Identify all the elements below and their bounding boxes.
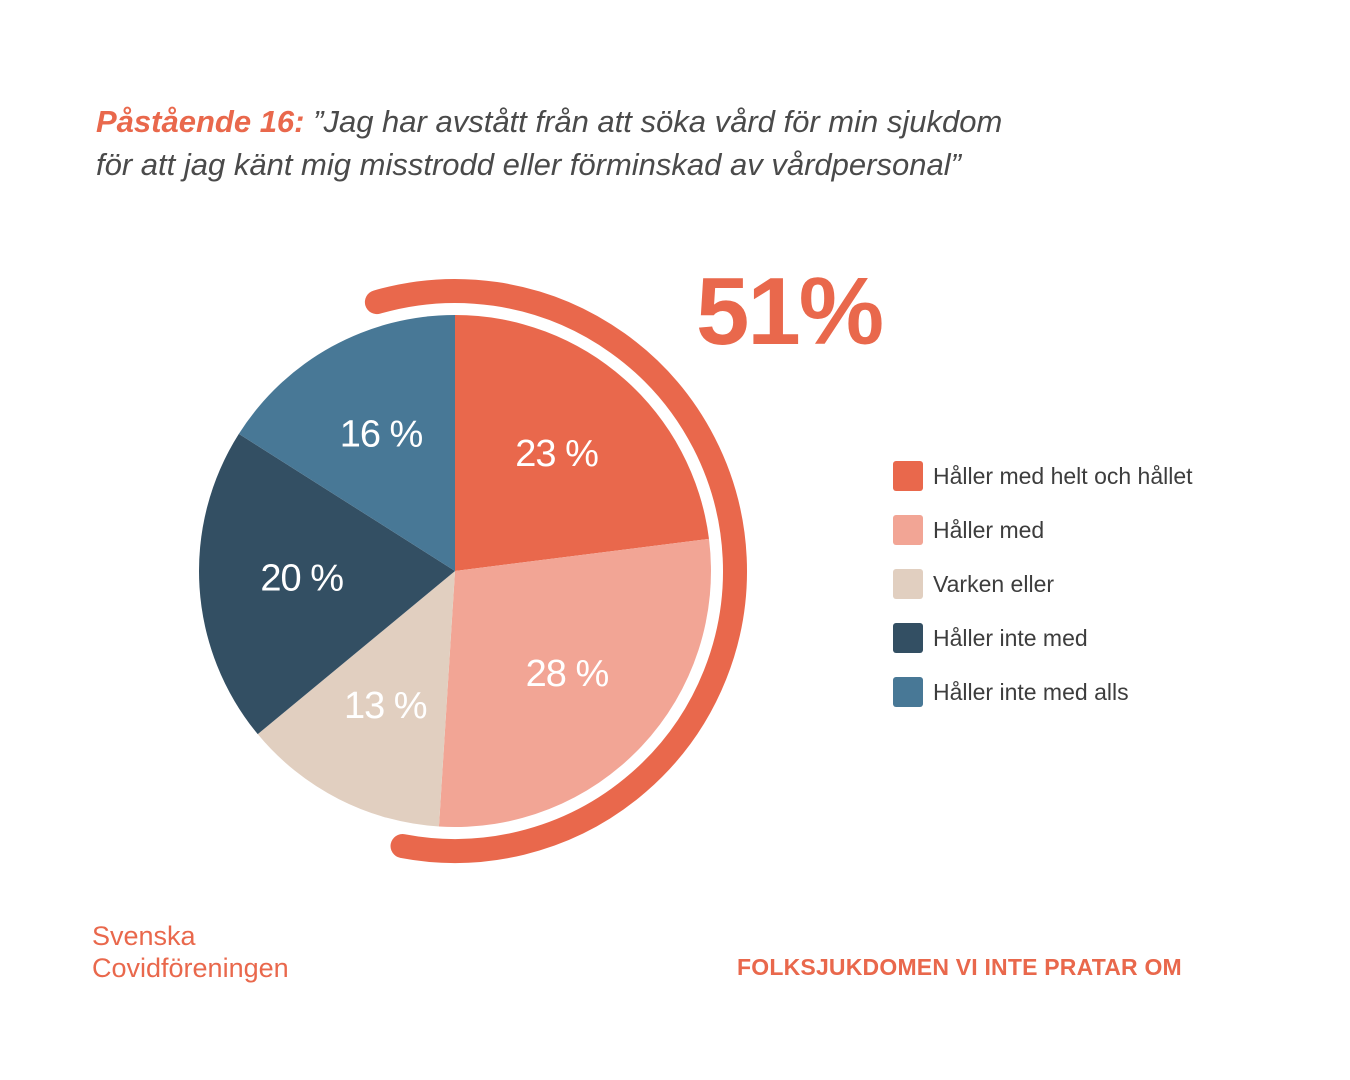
title-line-1: Påstående 16: ”Jag har avstått från att … xyxy=(96,100,1056,143)
legend-label: Håller inte med alls xyxy=(933,678,1129,705)
chart-title: Påstående 16: ”Jag har avstått från att … xyxy=(96,100,1056,186)
legend-swatch xyxy=(893,461,923,491)
legend-item: Håller inte med xyxy=(893,622,1193,654)
legend-item: Håller med helt och hållet xyxy=(893,460,1193,492)
tagline: FOLKSJUKDOMEN VI INTE PRATAR OM xyxy=(737,954,1182,980)
slice-value-label: 20 % xyxy=(260,558,343,600)
statement-text-line-1: ”Jag har avstått från att söka vård för … xyxy=(313,104,1003,139)
pie-slice xyxy=(455,315,709,571)
organization-logo: Svenska Covidföreningen xyxy=(92,920,289,984)
org-name-line-1: Svenska xyxy=(92,921,196,951)
highlight-percent: 51% xyxy=(696,258,884,365)
pie-slice xyxy=(238,315,455,571)
slice-value-label: 13 % xyxy=(344,685,427,727)
statement-text-line-2: för att jag känt mig misstrodd eller för… xyxy=(96,147,961,182)
slice-value-label: 23 % xyxy=(515,433,598,475)
legend-label: Håller inte med xyxy=(933,624,1088,651)
org-name-line-2: Covidföreningen xyxy=(92,953,289,983)
highlight-arc xyxy=(364,279,747,863)
legend-label: Håller med xyxy=(933,516,1045,543)
legend-item: Varken eller xyxy=(893,568,1193,600)
slice-value-label: 16 % xyxy=(340,413,423,455)
legend-item: Håller med xyxy=(893,514,1193,546)
statement-number: Påstående 16: xyxy=(96,104,305,139)
legend-swatch xyxy=(893,677,923,707)
legend-item: Håller inte med alls xyxy=(893,676,1193,708)
legend-label: Varken eller xyxy=(933,570,1055,597)
legend-label: Håller med helt och hållet xyxy=(933,462,1193,489)
legend: Håller med helt och hållet Håller med Va… xyxy=(893,460,1193,730)
pie-slice xyxy=(257,571,455,827)
legend-swatch xyxy=(893,623,923,653)
pie-slice xyxy=(199,433,455,735)
slice-value-label: 28 % xyxy=(526,653,609,695)
pie-slice xyxy=(438,538,711,827)
legend-swatch xyxy=(893,569,923,599)
legend-swatch xyxy=(893,515,923,545)
